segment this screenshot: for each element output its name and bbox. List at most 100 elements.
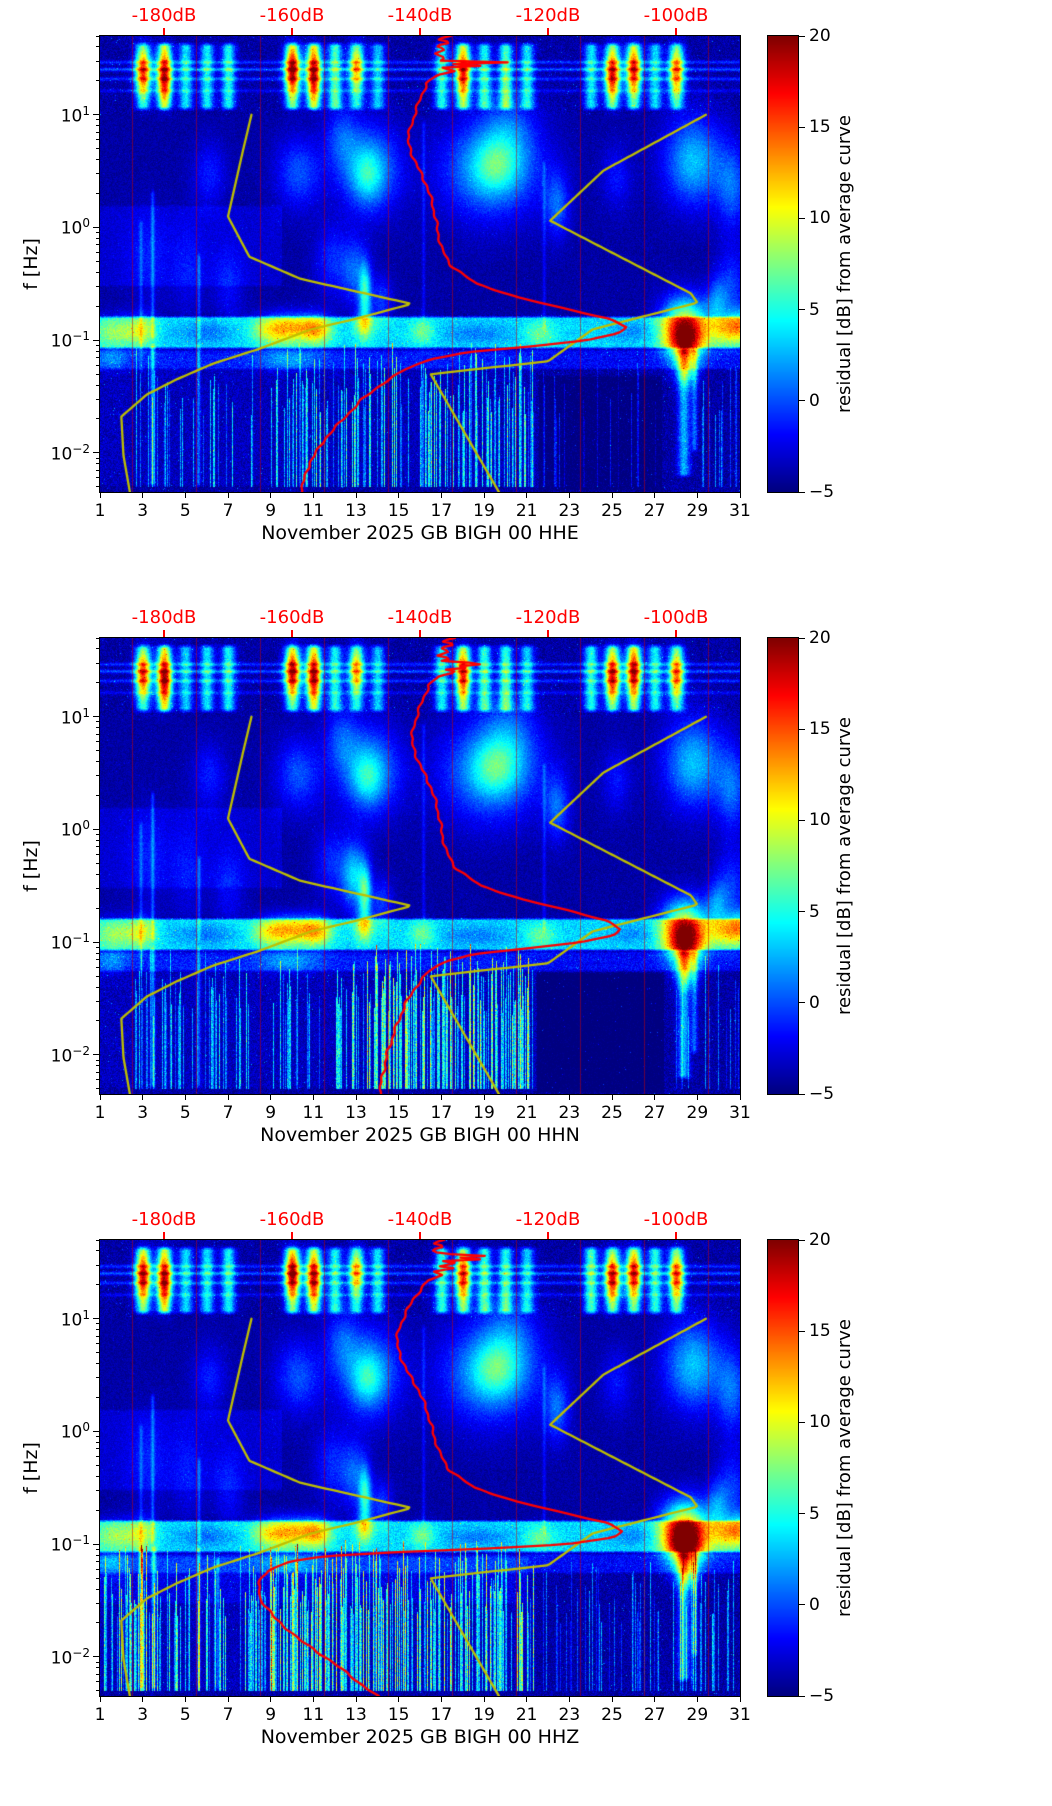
colorbar-tick bbox=[799, 1002, 805, 1004]
x-tick bbox=[99, 1696, 101, 1702]
x-tick bbox=[526, 1696, 528, 1702]
x-tick-label: 1 bbox=[94, 1705, 106, 1725]
colorbar-tick bbox=[799, 637, 805, 639]
y-minor-tick bbox=[96, 232, 100, 234]
y-minor-tick bbox=[96, 1250, 100, 1252]
y-minor-tick bbox=[96, 887, 100, 889]
y-tick bbox=[93, 941, 100, 943]
x-tick-label: 25 bbox=[601, 501, 623, 521]
y-minor-tick bbox=[96, 741, 100, 743]
y-tick bbox=[93, 1543, 100, 1545]
y-minor-tick bbox=[96, 1554, 100, 1556]
top-db-tick bbox=[419, 1232, 421, 1239]
colorbar-tick-label: −5 bbox=[809, 1084, 835, 1104]
x-tick-label: 13 bbox=[345, 501, 367, 521]
x-tick bbox=[568, 1696, 570, 1702]
x-tick bbox=[99, 1094, 101, 1100]
colorbar-tick bbox=[799, 309, 805, 311]
colorbar-tick-label: 0 bbox=[809, 992, 820, 1013]
x-tick-label: 9 bbox=[265, 1103, 277, 1123]
x-tick-label: 27 bbox=[643, 1705, 666, 1725]
y-minor-tick bbox=[96, 1088, 100, 1090]
y-minor-tick bbox=[96, 260, 100, 262]
y-minor-tick bbox=[96, 1667, 100, 1669]
top-db-label: -120dB bbox=[515, 5, 581, 26]
x-tick bbox=[696, 1094, 698, 1100]
y-minor-tick bbox=[96, 761, 100, 763]
x-tick-label: 21 bbox=[515, 1705, 538, 1725]
y-minor-tick bbox=[96, 1455, 100, 1457]
y-minor-tick bbox=[96, 1284, 100, 1286]
y-minor-tick bbox=[96, 1681, 100, 1683]
x-tick bbox=[184, 492, 186, 498]
y-minor-tick bbox=[96, 80, 100, 82]
y-minor-tick bbox=[96, 364, 100, 366]
y-minor-tick bbox=[96, 862, 100, 864]
y-minor-tick bbox=[96, 125, 100, 127]
colorbar-tick-label: 5 bbox=[809, 901, 820, 922]
x-tick bbox=[398, 492, 400, 498]
x-tick-label: 17 bbox=[430, 1705, 453, 1725]
y-minor-tick bbox=[96, 1448, 100, 1450]
y-minor-tick bbox=[96, 839, 100, 841]
colorbar-tick-label: 20 bbox=[809, 1230, 831, 1250]
y-minor-tick bbox=[96, 398, 100, 400]
y-minor-tick bbox=[96, 1377, 100, 1379]
y-minor-tick bbox=[96, 344, 100, 346]
colorbar-canvas bbox=[768, 638, 798, 1094]
x-tick bbox=[440, 1094, 442, 1100]
y-minor-tick bbox=[96, 907, 100, 909]
y-minor-tick bbox=[96, 946, 100, 948]
x-tick-label: 3 bbox=[137, 1103, 149, 1123]
x-tick bbox=[440, 492, 442, 498]
x-tick-label: 9 bbox=[265, 501, 277, 521]
y-tick bbox=[93, 716, 100, 718]
spectrogram-canvas bbox=[100, 36, 740, 492]
x-tick-label: 5 bbox=[179, 1103, 191, 1123]
y-minor-tick bbox=[96, 373, 100, 375]
x-tick bbox=[99, 492, 101, 498]
colorbar-tick bbox=[799, 819, 805, 821]
y-minor-tick bbox=[96, 131, 100, 133]
x-tick bbox=[568, 1094, 570, 1100]
top-db-label: -160dB bbox=[259, 1209, 325, 1230]
top-db-tick bbox=[291, 1232, 293, 1239]
y-minor-tick bbox=[96, 1568, 100, 1570]
top-db-tick bbox=[675, 1232, 677, 1239]
y-minor-tick bbox=[96, 853, 100, 855]
colorbar-tick bbox=[799, 728, 805, 730]
y-minor-tick bbox=[96, 35, 100, 37]
y-minor-tick bbox=[96, 1065, 100, 1067]
x-axis-title: November 2025 GB BIGH 00 HHE bbox=[261, 522, 579, 544]
x-tick-label: 7 bbox=[222, 501, 234, 521]
y-minor-tick bbox=[96, 1239, 100, 1241]
x-tick-label: 21 bbox=[515, 501, 538, 521]
colorbar-tick bbox=[799, 400, 805, 402]
y-tick bbox=[93, 828, 100, 830]
x-tick bbox=[142, 492, 144, 498]
x-tick bbox=[398, 1094, 400, 1100]
y-minor-tick bbox=[96, 733, 100, 735]
x-tick bbox=[142, 1696, 144, 1702]
colorbar-label: residual [dB] from average curve bbox=[834, 114, 855, 414]
x-tick-label: 31 bbox=[729, 1705, 751, 1725]
x-tick bbox=[142, 1094, 144, 1100]
x-tick bbox=[440, 1696, 442, 1702]
top-db-label: -100dB bbox=[643, 607, 709, 628]
y-tick bbox=[93, 1656, 100, 1658]
colorbar-tick bbox=[799, 1239, 805, 1241]
y-tick bbox=[93, 114, 100, 116]
x-tick bbox=[227, 492, 229, 498]
x-tick bbox=[739, 1696, 741, 1702]
y-tick-label: 10−1 bbox=[50, 931, 90, 954]
top-db-label: -120dB bbox=[515, 1209, 581, 1230]
x-tick-label: 29 bbox=[686, 1103, 709, 1123]
y-minor-tick bbox=[96, 46, 100, 48]
x-tick-label: 5 bbox=[179, 501, 191, 521]
colorbar-tick bbox=[799, 1330, 805, 1332]
top-db-label: -180dB bbox=[131, 607, 197, 628]
y-tick-label: 101 bbox=[60, 1307, 90, 1331]
y-minor-tick bbox=[96, 193, 100, 195]
y-minor-tick bbox=[96, 159, 100, 161]
x-tick-label: 11 bbox=[302, 1103, 325, 1123]
